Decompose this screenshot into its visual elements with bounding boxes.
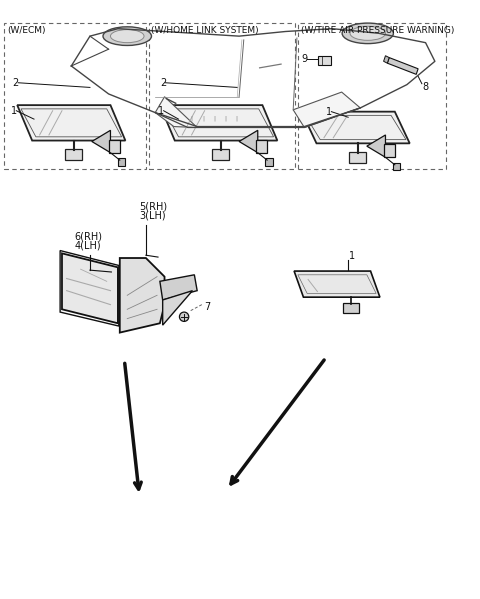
Polygon shape [301,111,410,143]
Polygon shape [367,135,385,158]
FancyBboxPatch shape [384,144,395,158]
Text: 2: 2 [12,78,19,87]
Polygon shape [163,291,192,325]
Polygon shape [293,92,360,128]
Text: |: | [235,116,238,121]
Text: 9: 9 [301,55,308,65]
FancyBboxPatch shape [393,163,400,170]
Text: 1: 1 [11,105,17,116]
Polygon shape [160,275,197,300]
Text: |: | [224,116,226,121]
FancyBboxPatch shape [349,152,366,163]
Text: 1: 1 [349,251,355,261]
Text: 5(RH): 5(RH) [139,201,168,211]
FancyBboxPatch shape [65,149,82,160]
Text: 7: 7 [204,302,211,313]
Circle shape [180,312,189,322]
Ellipse shape [110,29,144,43]
Polygon shape [92,131,110,153]
FancyBboxPatch shape [213,149,229,160]
Text: 1: 1 [158,105,164,116]
Text: (W/TIRE AIR PRESSURE WARNING): (W/TIRE AIR PRESSURE WARNING) [300,26,454,35]
Text: |: | [213,116,215,121]
Bar [298,23,446,170]
Text: (W/ECM): (W/ECM) [7,26,46,35]
FancyBboxPatch shape [265,158,273,166]
Text: 2: 2 [160,78,166,87]
Polygon shape [239,131,258,153]
FancyBboxPatch shape [118,158,125,166]
Polygon shape [17,105,125,141]
FancyBboxPatch shape [256,140,267,153]
Text: |: | [202,116,204,121]
Ellipse shape [342,23,394,44]
Ellipse shape [103,27,152,46]
Text: (W/HOME LINK SYSTEM): (W/HOME LINK SYSTEM) [152,26,259,35]
Text: 1: 1 [326,107,332,117]
Text: 6(RH): 6(RH) [74,231,102,241]
Ellipse shape [350,26,385,40]
Bar [149,23,295,170]
Polygon shape [155,96,197,128]
Polygon shape [160,105,277,141]
Polygon shape [62,253,118,323]
Text: 4(LH): 4(LH) [74,241,101,250]
Text: |: | [191,116,192,121]
Polygon shape [120,258,165,332]
Bar [4,23,146,170]
Text: 8: 8 [423,83,429,92]
Polygon shape [384,56,389,63]
Polygon shape [387,58,418,74]
Text: 3(LH): 3(LH) [139,211,166,220]
FancyBboxPatch shape [343,302,360,313]
Polygon shape [294,271,380,297]
FancyBboxPatch shape [108,140,120,153]
Polygon shape [318,56,331,65]
